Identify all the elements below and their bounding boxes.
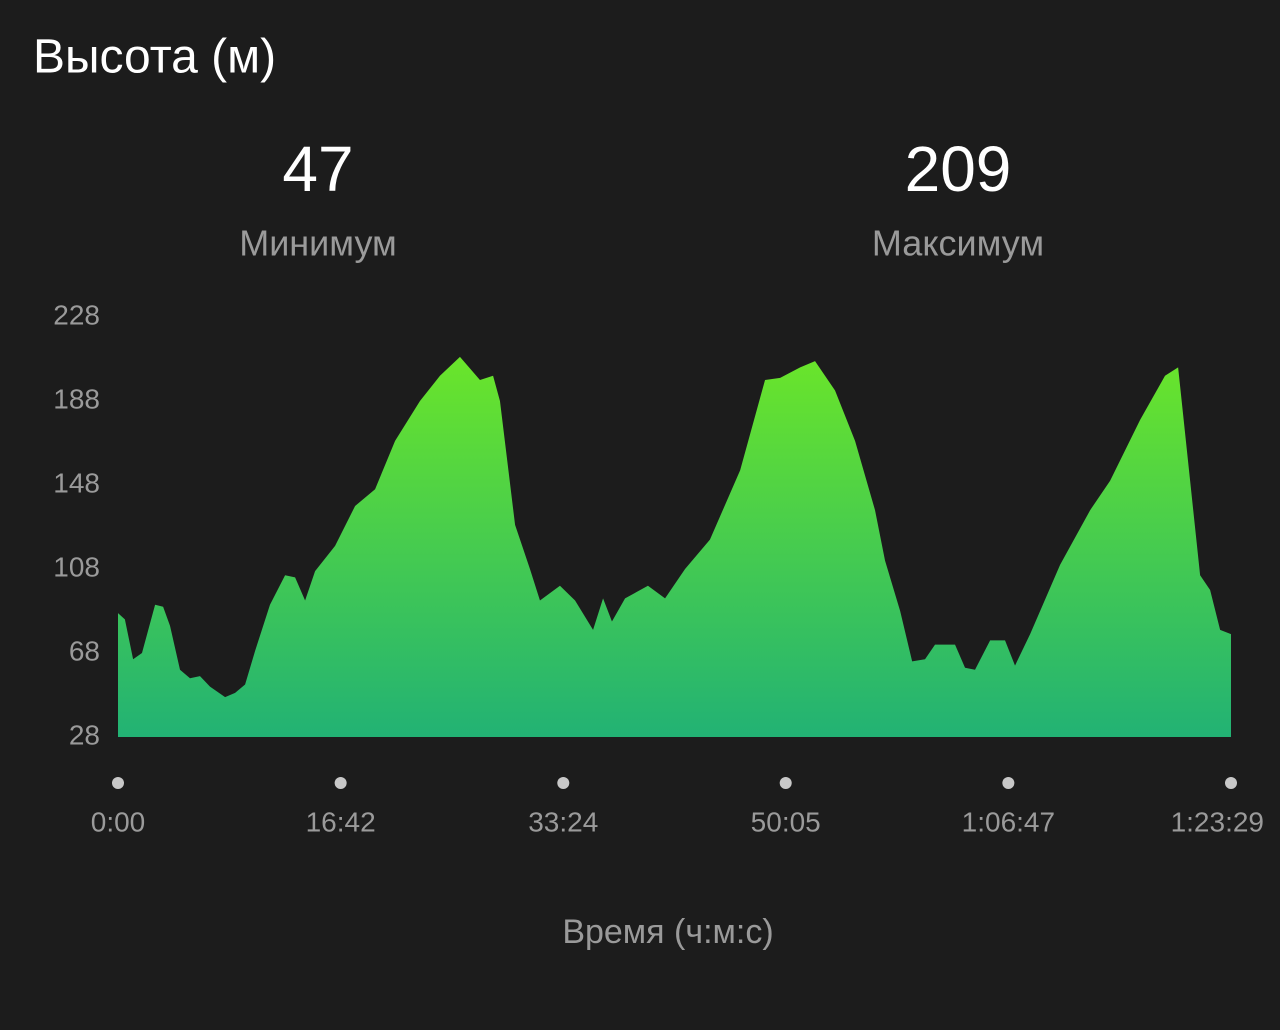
x-axis-label: Время (ч:м:с): [562, 913, 773, 951]
y-tick-label: 148: [53, 467, 100, 498]
x-tick-dot: [334, 777, 347, 789]
x-tick-label: 1:23:29: [1171, 806, 1264, 837]
y-tick-label: 108: [53, 551, 100, 582]
stat-label: Минимум: [239, 223, 397, 264]
area: [118, 356, 1231, 737]
stat-value: 209: [905, 133, 1012, 205]
x-tick-dot: [557, 777, 570, 789]
x-tick-dot: [1002, 777, 1015, 789]
stat-value: 47: [282, 133, 353, 205]
y-tick-label: 68: [69, 635, 100, 666]
y-tick-label: 228: [53, 299, 100, 330]
stat-label: Максимум: [872, 223, 1044, 264]
x-tick-label: 16:42: [306, 806, 376, 837]
x-tick-dot: [1225, 777, 1237, 789]
y-tick-label: 188: [53, 383, 100, 414]
y-tick-label: 28: [69, 719, 100, 750]
x-tick-label: 1:06:47: [962, 806, 1055, 837]
x-tick-label: 0:00: [91, 806, 146, 837]
x-tick-dot: [779, 777, 792, 789]
x-tick-label: 50:05: [751, 806, 821, 837]
chart-title: Высота (м): [33, 31, 276, 84]
x-tick-label: 33:24: [528, 806, 598, 837]
x-tick-dot: [112, 777, 124, 789]
